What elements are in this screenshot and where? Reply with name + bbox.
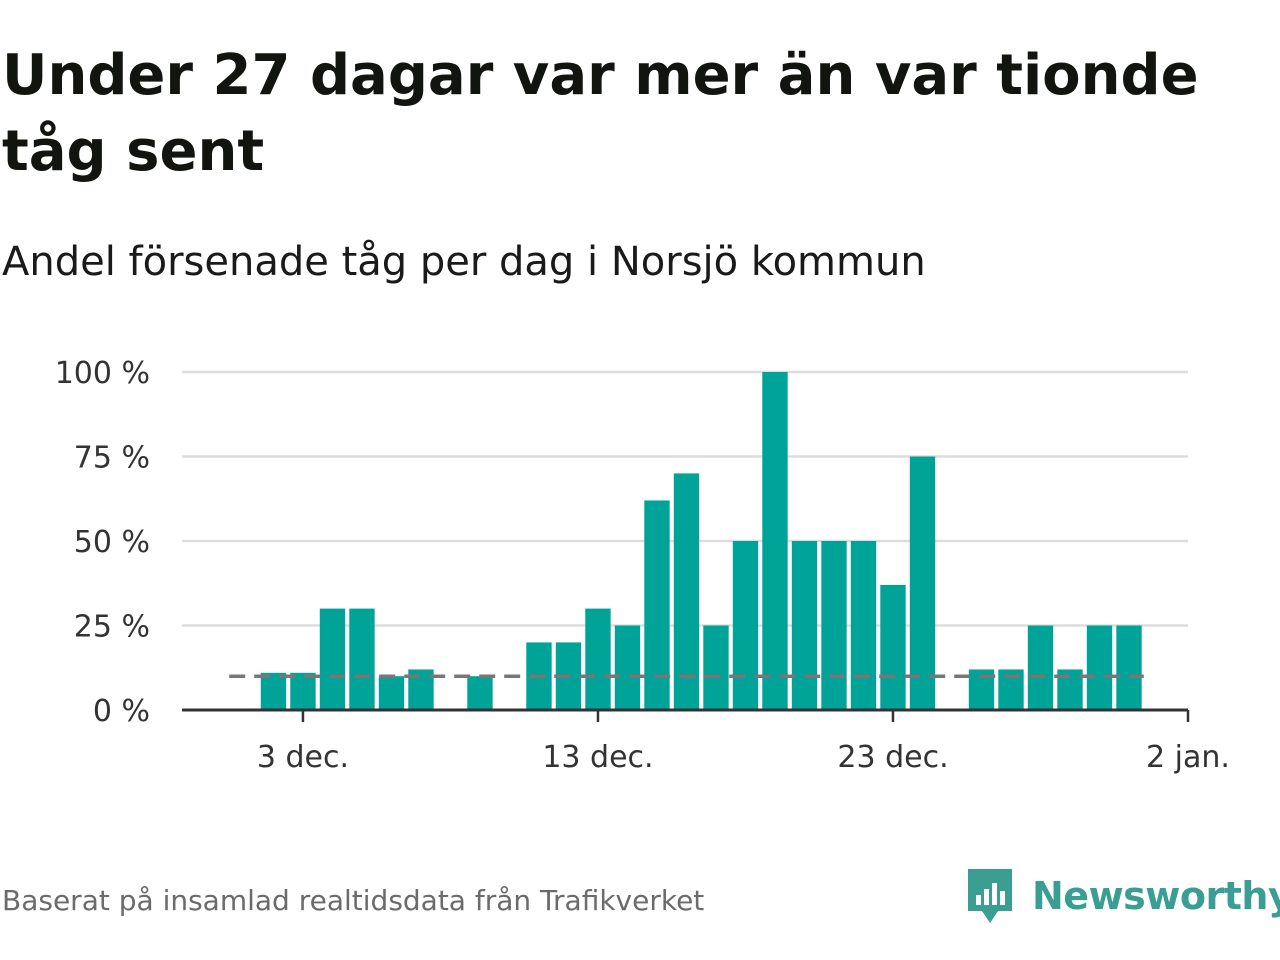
bar[interactable] <box>732 541 759 710</box>
bar-chart: 0 % 25 % 50 % 75 % 100 % 3 dec. 13 dec. 23 dec… <box>55 356 1230 775</box>
bar[interactable] <box>644 500 670 710</box>
bar[interactable] <box>290 672 316 710</box>
chart-title: Under 27 dagar var mer än var tionde tåg… <box>2 43 1199 184</box>
bar[interactable] <box>1027 625 1054 711</box>
newsworthy-logo-icon <box>968 869 1012 923</box>
chart-subtitle: Andel försenade tåg per dag i Norsjö kom… <box>2 239 926 285</box>
x-tick-label: 2 jan. <box>1146 740 1230 775</box>
x-tick-label: 3 dec. <box>257 740 349 775</box>
bar[interactable] <box>319 608 346 710</box>
bar[interactable] <box>349 608 375 710</box>
bar[interactable] <box>703 625 729 711</box>
y-axis-labels: 0 % 25 % 50 % 75 % 100 % <box>55 356 150 729</box>
bar[interactable] <box>762 372 788 710</box>
y-tick-label: 25 % <box>74 610 150 645</box>
y-tick-label: 0 % <box>93 694 150 729</box>
bar[interactable] <box>909 456 936 711</box>
x-axis: 3 dec. 13 dec. 23 dec. 2 jan. <box>182 708 1230 775</box>
bar[interactable] <box>1116 625 1142 711</box>
bar[interactable] <box>260 672 287 710</box>
bar[interactable] <box>850 541 877 710</box>
y-tick-label: 50 % <box>74 525 150 560</box>
bar[interactable] <box>821 541 847 710</box>
y-tick-label: 100 % <box>55 356 150 391</box>
bar[interactable] <box>378 676 405 710</box>
source-note: Baserat på insamlad realtidsdata från Tr… <box>2 884 705 917</box>
y-tick-label: 75 % <box>74 441 150 476</box>
bar[interactable] <box>1086 625 1113 711</box>
bar[interactable] <box>614 625 641 711</box>
bar[interactable] <box>467 676 493 710</box>
bar[interactable] <box>791 541 818 710</box>
brand-name: Newsworthy <box>1032 874 1280 918</box>
x-tick-label: 23 dec. <box>837 740 948 775</box>
brand-logo[interactable]: Newsworthy <box>964 864 1280 928</box>
bar[interactable] <box>880 584 906 710</box>
x-tick-label: 13 dec. <box>542 740 653 775</box>
bar[interactable] <box>673 473 700 710</box>
bar[interactable] <box>585 608 611 710</box>
